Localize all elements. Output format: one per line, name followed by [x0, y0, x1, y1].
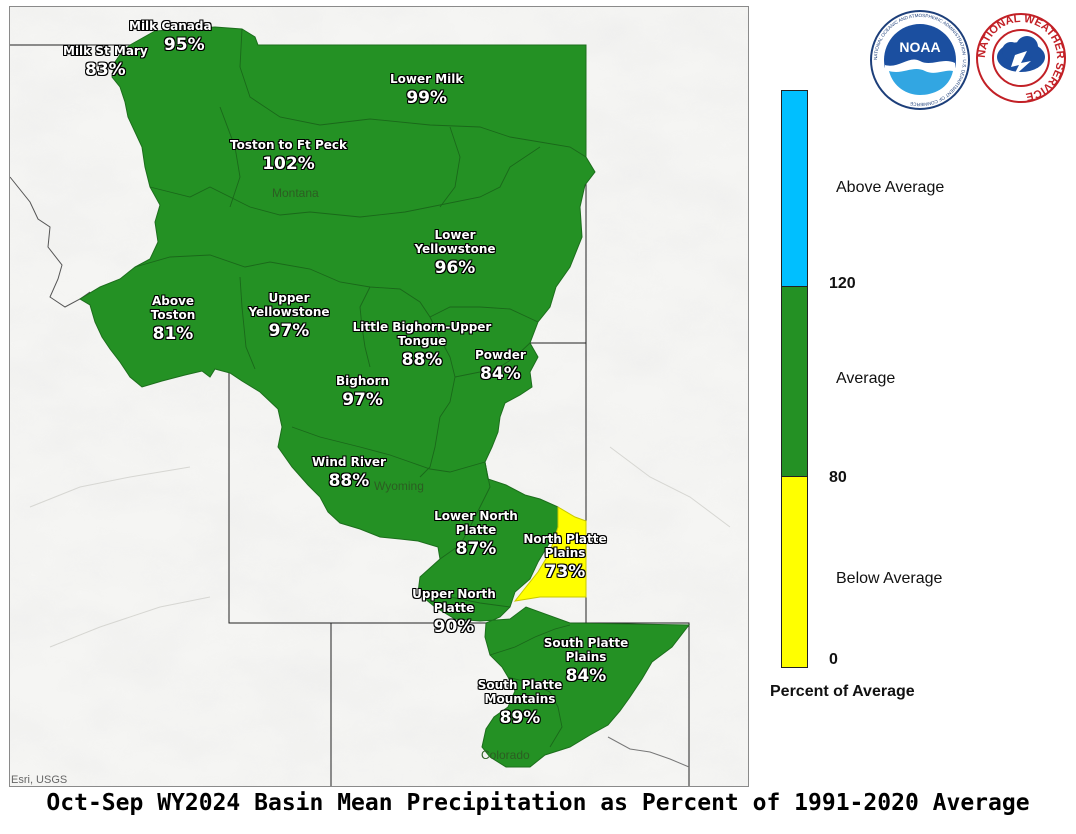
basin-percent: 89% — [499, 707, 541, 728]
state-label-montana: Montana — [272, 186, 319, 200]
basin-percent: 84% — [480, 363, 521, 384]
basin-name: Upper North Platte — [412, 587, 496, 615]
legend-title: Percent of Average — [770, 683, 915, 700]
basin-label-south-platte-plains[interactable]: South Platte Plains 84% — [538, 636, 634, 686]
basin-name: North Platte Plains — [523, 532, 607, 560]
basin-percent: 97% — [342, 389, 383, 410]
nws-logo-graphic: NATIONAL WEATHER SERVICE — [976, 13, 1066, 103]
legend-label-average: Average — [836, 370, 896, 387]
basin-label-lower-milk[interactable]: Lower Milk 99% — [390, 72, 464, 108]
basin-name: Toston to Ft Peck — [230, 138, 347, 152]
basin-percent: 95% — [163, 34, 205, 55]
page-title: Oct-Sep WY2024 Basin Mean Precipitation … — [46, 790, 1030, 816]
colorado-border — [330, 622, 690, 786]
noaa-logo: NOAA NATIONAL OCEANIC AND ATMOSPHERIC AD… — [869, 9, 971, 111]
basin-percent: 97% — [268, 320, 310, 341]
basin-name: Wind River — [312, 455, 386, 469]
basin-percent: 99% — [406, 87, 448, 108]
basin-name: Milk Canada — [129, 19, 212, 33]
basin-percent: 81% — [152, 323, 194, 344]
basin-label-milk-canada[interactable]: Milk Canada 95% — [129, 19, 212, 55]
nebraska-border-colorado — [607, 736, 690, 768]
legend-label-above-average: Above Average — [836, 179, 945, 196]
basin-name: Milk St Mary — [63, 44, 148, 58]
basin-label-lower-north-platte[interactable]: Lower North Platte 87% — [430, 509, 522, 559]
basin-name: South Platte Mountains — [477, 678, 563, 706]
basin-percent: 88% — [328, 470, 370, 491]
basin-label-south-platte-mountains[interactable]: South Platte Mountains 89% — [472, 678, 568, 728]
basin-percent: 73% — [544, 561, 586, 582]
basin-label-bighorn[interactable]: Bighorn 97% — [336, 374, 390, 410]
nws-logo: NATIONAL WEATHER SERVICE — [975, 7, 1067, 109]
basin-percent: 96% — [434, 257, 476, 278]
basin-label-powder[interactable]: Powder 84% — [475, 348, 526, 384]
basin-percent: 90% — [433, 616, 475, 637]
legend-swatch-above-average — [782, 91, 807, 286]
basin-label-milk-st-mary[interactable]: Milk St Mary 83% — [63, 44, 148, 80]
legend-break-80: 80 — [829, 469, 847, 486]
basin-divides — [134, 28, 587, 748]
basin-montana-main[interactable] — [79, 26, 691, 768]
basin-name: Powder — [475, 348, 526, 362]
basin-percent: 102% — [262, 153, 315, 174]
legend-swatch-average — [782, 287, 807, 476]
basin-label-above-toston[interactable]: Above Toston 81% — [146, 294, 200, 344]
legend-divider-120 — [782, 286, 807, 287]
basin-label-upper-yellowstone[interactable]: Upper Yellowstone 97% — [246, 291, 332, 341]
state-label-wyoming: Wyoming — [374, 479, 424, 493]
basin-label-upper-north-platte[interactable]: Upper North Platte 90% — [408, 587, 500, 637]
basin-shapes — [79, 26, 691, 768]
legend-break-0: 0 — [829, 651, 838, 668]
basin-label-toston-to-ft-peck[interactable]: Toston to Ft Peck 102% — [230, 138, 347, 174]
basin-percent: 84% — [565, 665, 607, 686]
idaho-montana-border — [10, 176, 91, 308]
noaa-wordmark: NOAA — [899, 39, 940, 55]
basin-name: Lower Yellowstone — [414, 228, 496, 256]
basin-label-wind-river[interactable]: Wind River 88% — [312, 455, 386, 491]
basin-label-north-platte-plains[interactable]: North Platte Plains 73% — [519, 532, 611, 582]
map-attribution: Esri, USGS — [11, 774, 68, 786]
basin-percent: 88% — [401, 349, 443, 370]
basin-label-lower-yellowstone[interactable]: Lower Yellowstone 96% — [412, 228, 498, 278]
legend-label-below-average: Below Average — [836, 570, 943, 587]
map-frame[interactable]: Montana Wyoming Colorado Milk Canada 95%… — [9, 6, 749, 787]
basin-map[interactable] — [10, 7, 749, 787]
legend-break-120: 120 — [829, 275, 856, 292]
basin-label-little-bighorn-upper-tongue[interactable]: Little Bighorn-Upper Tongue 88% — [350, 320, 494, 370]
basin-percent: 83% — [85, 59, 126, 80]
basin-name: Upper Yellowstone — [248, 291, 330, 319]
basin-percent: 87% — [455, 538, 497, 559]
basin-name: South Platte Plains — [543, 636, 629, 664]
legend-divider-80 — [782, 476, 807, 477]
basin-name: Above Toston — [150, 294, 196, 322]
state-label-colorado: Colorado — [481, 748, 530, 762]
legend-swatch-below-average — [782, 477, 807, 667]
basin-north-platte-plains[interactable] — [513, 506, 587, 602]
basin-name: Lower Milk — [390, 72, 464, 86]
basin-name: Lower North Platte — [434, 509, 518, 537]
basin-name: Little Bighorn-Upper Tongue — [352, 320, 492, 348]
noaa-logo-graphic: NOAA NATIONAL OCEANIC AND ATMOSPHERIC AD… — [870, 10, 970, 110]
legend-color-bar — [781, 90, 808, 668]
terrain-details — [29, 446, 731, 648]
basin-name: Bighorn — [336, 374, 390, 388]
